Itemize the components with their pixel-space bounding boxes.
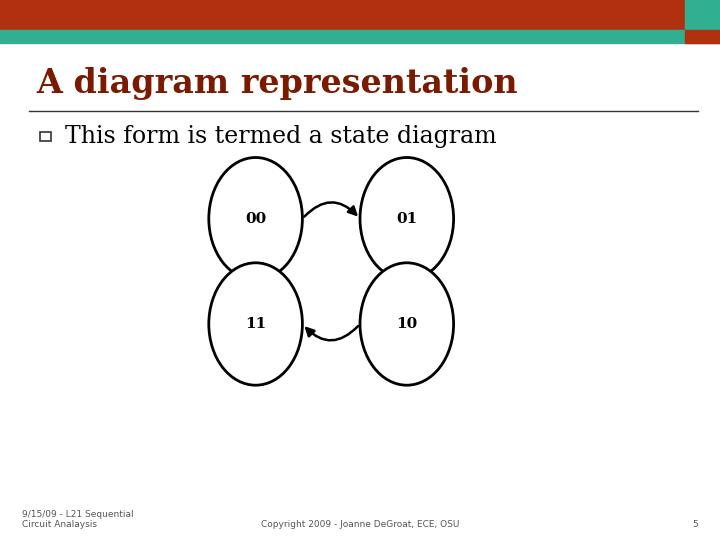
Text: A diagram representation: A diagram representation (36, 68, 518, 100)
Bar (40, 132, 51, 141)
FancyArrowPatch shape (305, 202, 356, 217)
Ellipse shape (360, 158, 454, 280)
Text: 01: 01 (396, 212, 418, 226)
Text: This form is termed a state diagram: This form is termed a state diagram (65, 125, 496, 148)
Ellipse shape (209, 263, 302, 385)
Text: 5: 5 (693, 520, 698, 529)
Text: 10: 10 (396, 317, 418, 331)
Ellipse shape (360, 263, 454, 385)
FancyArrowPatch shape (395, 267, 405, 278)
Ellipse shape (209, 158, 302, 280)
FancyArrowPatch shape (258, 265, 267, 276)
Text: Copyright 2009 - Joanne DeGroat, ECE, OSU: Copyright 2009 - Joanne DeGroat, ECE, OS… (261, 520, 459, 529)
FancyArrowPatch shape (306, 326, 358, 340)
Text: 11: 11 (245, 317, 266, 331)
Text: 00: 00 (245, 212, 266, 226)
Text: 9/15/09 - L21 Sequential
Circuit Analaysis: 9/15/09 - L21 Sequential Circuit Analays… (22, 510, 133, 529)
